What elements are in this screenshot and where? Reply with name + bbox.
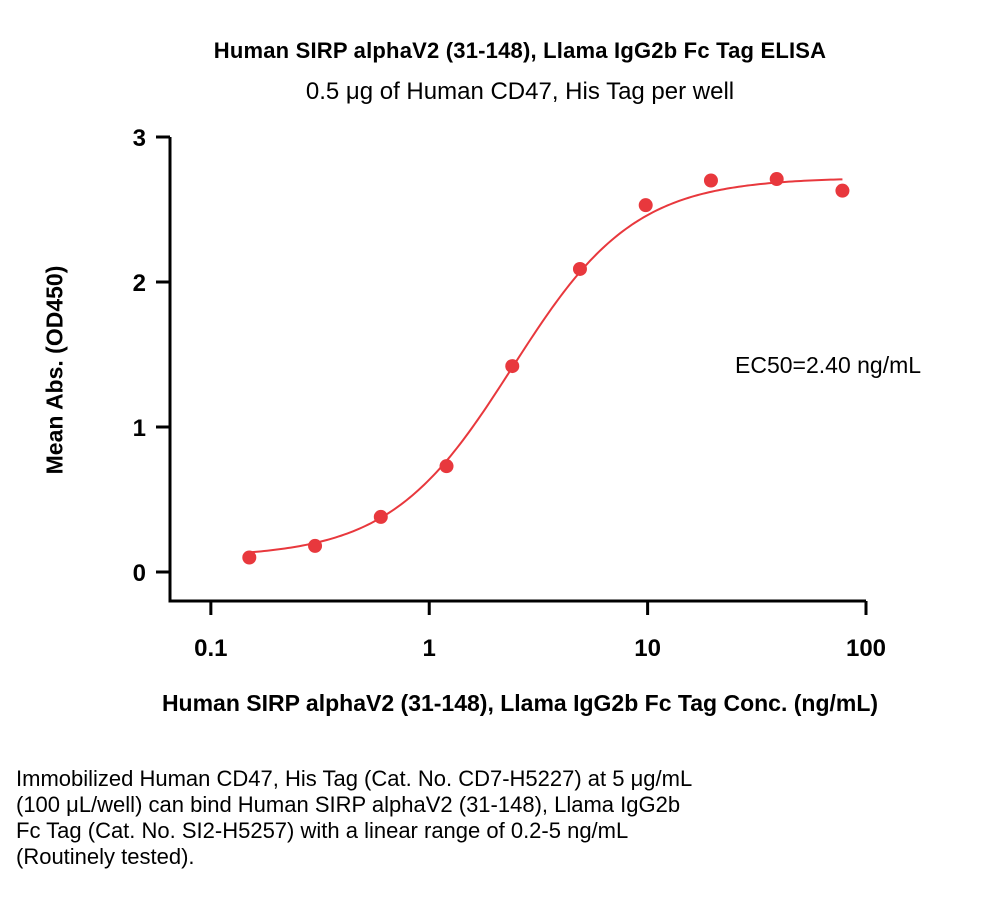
data-point (373, 509, 388, 524)
caption-line: (100 μL/well) can bind Human SIRP alphaV… (16, 792, 681, 817)
y-tick-label: 2 (133, 270, 146, 297)
x-tick-label: 0.1 (194, 635, 227, 662)
x-tick-label: 1 (423, 635, 436, 662)
y-tick-label: 0 (133, 560, 146, 587)
ticks: 0 1 2 3 0.1 1 10 100 (133, 125, 886, 662)
x-axis-label: Human SIRP alphaV2 (31-148), Llama IgG2b… (161, 690, 879, 716)
x-tick-label: 100 (846, 635, 886, 662)
data-point (242, 550, 257, 565)
data-point (835, 183, 850, 198)
caption-line: Fc Tag (Cat. No. SI2-H5257) with a linea… (16, 818, 629, 843)
caption-line: (Routinely tested). (16, 844, 195, 869)
y-tick-label: 1 (133, 415, 146, 442)
ec50-annotation: EC50=2.40 ng/mL (735, 352, 921, 378)
data-point (572, 261, 587, 276)
data-point (505, 359, 520, 374)
chart-subtitle: 0.5 μg of Human CD47, His Tag per well (305, 78, 735, 105)
data-point (439, 459, 454, 474)
data-point (308, 538, 323, 553)
y-axis-label: Mean Abs. (OD450) (41, 265, 68, 475)
fit-curve (249, 178, 843, 554)
axes (168, 137, 866, 603)
data-point (703, 173, 718, 188)
data-points (242, 172, 850, 565)
chart-title: Human SIRP alphaV2 (31-148), Llama IgG2b… (213, 38, 827, 63)
y-tick-label: 3 (133, 125, 146, 152)
data-point (638, 198, 653, 213)
figure-caption: Immobilized Human CD47, His Tag (Cat. No… (16, 766, 916, 870)
x-tick-label: 10 (634, 635, 661, 662)
caption-line: Immobilized Human CD47, His Tag (Cat. No… (16, 766, 693, 791)
data-point (769, 172, 784, 187)
